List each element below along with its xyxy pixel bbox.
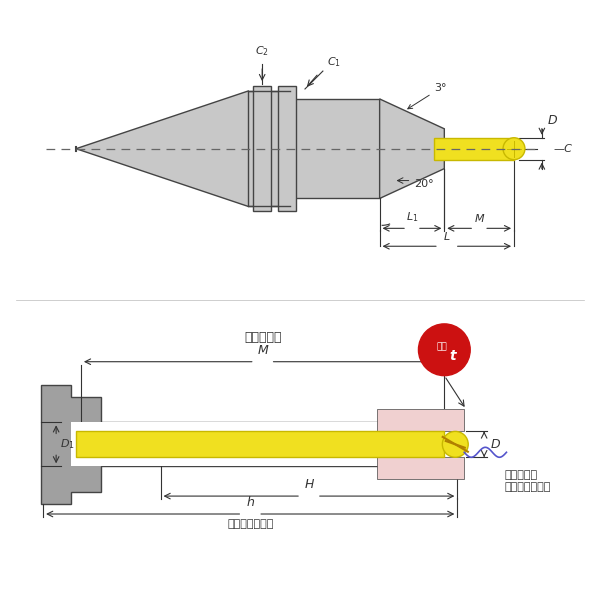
Text: $C_2$: $C_2$ <box>255 44 269 58</box>
Polygon shape <box>76 431 445 457</box>
Polygon shape <box>41 385 385 504</box>
Text: 3°: 3° <box>408 83 447 109</box>
Polygon shape <box>248 91 290 206</box>
Text: 20°: 20° <box>415 179 434 188</box>
Polygon shape <box>76 91 248 206</box>
Polygon shape <box>380 99 445 199</box>
Text: $D_1$: $D_1$ <box>60 437 75 451</box>
Text: 加工有効長: 加工有効長 <box>244 331 281 344</box>
Text: （最低把持長）: （最低把持長） <box>504 482 550 492</box>
Circle shape <box>503 138 525 160</box>
Polygon shape <box>278 86 296 211</box>
Text: M: M <box>257 344 268 357</box>
Text: L: L <box>443 232 450 242</box>
Polygon shape <box>434 138 514 160</box>
Polygon shape <box>253 86 271 211</box>
Text: —C: —C <box>554 144 572 154</box>
Circle shape <box>442 431 468 457</box>
Text: 肉厚: 肉厚 <box>437 342 448 351</box>
Text: H: H <box>304 478 314 491</box>
Polygon shape <box>290 99 380 199</box>
Text: D: D <box>491 438 501 451</box>
Polygon shape <box>377 409 464 431</box>
Text: つかみ長さ: つかみ長さ <box>504 470 537 480</box>
Text: t: t <box>449 349 455 363</box>
Circle shape <box>418 324 470 376</box>
Polygon shape <box>71 422 385 466</box>
Text: D: D <box>548 114 557 127</box>
Polygon shape <box>377 457 464 479</box>
Text: $L_1$: $L_1$ <box>406 211 418 224</box>
Text: $C_1$: $C_1$ <box>327 55 341 69</box>
Text: M: M <box>475 214 484 224</box>
Text: h: h <box>246 496 254 509</box>
Text: 工具最大挿入長: 工具最大挿入長 <box>227 519 274 529</box>
